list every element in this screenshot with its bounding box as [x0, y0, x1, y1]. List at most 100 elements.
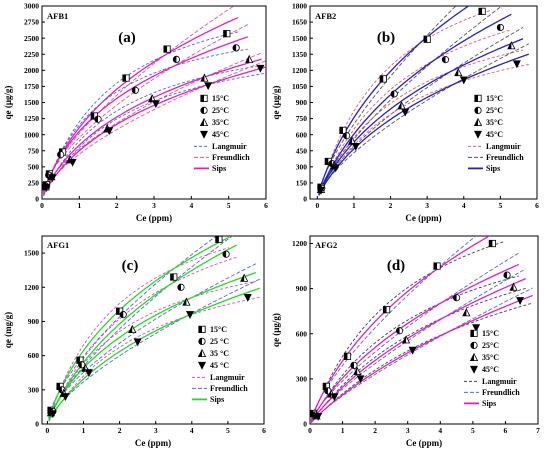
- data-point: [105, 127, 114, 136]
- legend-marker: [474, 130, 482, 139]
- x-tick-label: 3: [425, 201, 429, 210]
- data-point-fill: [344, 353, 348, 360]
- curve-langmuir: [318, 29, 512, 196]
- curve-langmuir: [310, 302, 533, 423]
- curve-langmuir: [48, 296, 260, 422]
- data-point-fill: [353, 367, 358, 375]
- legend-entry: Freundlich: [482, 388, 520, 397]
- data-point-fill: [383, 306, 387, 313]
- y-tick-label: 0: [35, 420, 39, 429]
- data-point: [401, 108, 410, 117]
- series-markers: [309, 239, 497, 418]
- data-point-fill: [223, 30, 227, 37]
- curve-freundlich: [310, 287, 533, 423]
- y-tick-label: 0: [303, 195, 307, 204]
- data-point-fill: [81, 364, 86, 372]
- y-tick-label: 150: [296, 179, 308, 188]
- x-tick-label: 4: [190, 426, 194, 435]
- y-axis-label: qe (μg/g): [3, 86, 13, 120]
- legend-marker-fill: [474, 95, 478, 102]
- data-point-fill: [433, 262, 438, 270]
- legend-entry: 45°C: [212, 130, 229, 139]
- legend-marker-fill: [474, 107, 478, 114]
- data-point: [42, 183, 51, 192]
- data-point: [351, 142, 360, 151]
- y-tick-label: 2750: [24, 18, 39, 27]
- x-tick-label: 6: [535, 201, 539, 210]
- curve-freundlich: [43, 24, 248, 191]
- x-tick-label: 5: [226, 426, 230, 435]
- panel-letter: (d): [387, 258, 405, 274]
- y-tick-label: 1500: [24, 249, 39, 258]
- curve-freundlich: [318, 43, 530, 195]
- data-point: [84, 369, 93, 378]
- x-axis-label: Ce (ppm): [135, 438, 171, 448]
- legend-marker: [470, 365, 478, 374]
- data-point: [316, 186, 325, 195]
- legend-entry: 35°C: [212, 118, 229, 127]
- x-tick-label: 1: [352, 201, 356, 210]
- data-point-fill: [339, 127, 343, 134]
- data-point-fill: [170, 273, 174, 281]
- legend-marker-fill: [200, 95, 204, 102]
- y-tick-label: 2250: [24, 50, 39, 59]
- data-point: [243, 294, 252, 302]
- curve-sips: [48, 287, 260, 421]
- data-point: [356, 375, 365, 384]
- data-point-fill: [76, 356, 80, 364]
- y-tick-label: 1050: [292, 82, 307, 91]
- panel-title: AFG2: [315, 240, 337, 250]
- legend-entry: Freundlich: [210, 384, 248, 393]
- data-point-fill: [222, 251, 227, 258]
- y-axis-label: qe (μg/g): [271, 86, 281, 120]
- data-point-fill: [325, 158, 329, 165]
- data-point: [151, 100, 160, 109]
- data-point-fill: [324, 387, 328, 395]
- legend-marker: [198, 361, 206, 370]
- y-tick-label: 900: [296, 98, 308, 107]
- data-point: [459, 76, 468, 85]
- x-tick-label: 1: [341, 426, 345, 435]
- y-tick-label: 300: [296, 162, 308, 171]
- panel-letter: (a): [118, 30, 136, 46]
- fit-curves: [42, 6, 266, 197]
- panel-title: AFB1: [47, 11, 68, 21]
- curve-langmuir: [43, 64, 262, 196]
- curve-sips: [42, 66, 266, 195]
- legend: 15°C 25 °C 35 °C 45 °C Langmuir Freundlich Sip…: [192, 325, 248, 404]
- x-tick-label: 5: [227, 201, 231, 210]
- data-point-fill: [132, 87, 136, 94]
- x-axis-label: Ce (ppm): [406, 438, 442, 448]
- y-tick-label: 450: [296, 146, 308, 155]
- y-tick-label: 900: [296, 284, 308, 293]
- y-tick-label: 300: [296, 374, 308, 383]
- legend-marker-fill: [198, 326, 202, 333]
- data-point-fill: [323, 383, 327, 390]
- x-tick-label: 4: [438, 426, 442, 435]
- data-point: [133, 338, 142, 347]
- legend-marker-fill: [198, 338, 202, 345]
- legend-entry: Sips: [486, 164, 500, 173]
- y-tick-label: 1500: [292, 34, 307, 43]
- curve-sips: [42, 36, 248, 193]
- data-point: [68, 158, 77, 167]
- y-tick-label: 1200: [292, 66, 307, 75]
- data-point-fill: [245, 55, 250, 63]
- curve-sips: [318, 53, 530, 196]
- data-point: [48, 410, 57, 419]
- legend-entry: 45°C: [486, 130, 503, 139]
- legend-entry: Sips: [212, 164, 226, 173]
- legend-entry: 45 °C: [210, 361, 229, 370]
- y-tick-label: 0: [303, 420, 307, 429]
- legend-marker-fill: [470, 330, 474, 337]
- x-tick-label: 2: [118, 426, 122, 435]
- legend-entry: Langmuir: [212, 142, 247, 151]
- legend-entry: 15°C: [482, 329, 499, 338]
- x-tick-label: 7: [536, 426, 540, 435]
- legend-entry: Freundlich: [212, 153, 250, 162]
- y-tick-label: 1200: [292, 239, 307, 248]
- data-point-fill: [442, 56, 446, 63]
- curve-langmuir: [43, 48, 248, 195]
- series-markers: [314, 297, 525, 421]
- data-point-fill: [122, 74, 126, 82]
